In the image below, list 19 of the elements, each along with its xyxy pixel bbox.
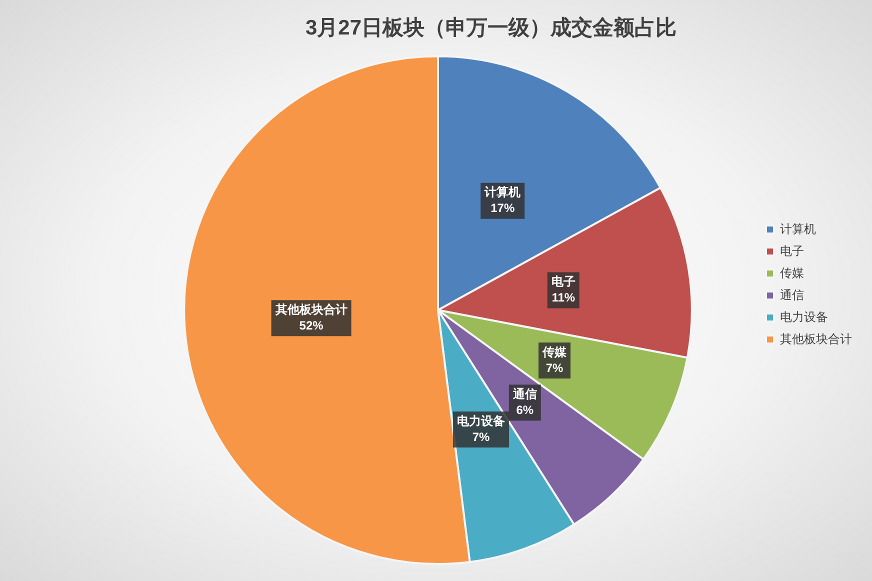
legend-label: 传媒	[780, 266, 804, 280]
legend-label: 电力设备	[780, 310, 828, 324]
slice-label: 通信	[512, 386, 537, 401]
legend-label: 其他板块合计	[780, 332, 852, 346]
data-label: 6%	[516, 402, 534, 417]
slice-label: 电子	[551, 274, 576, 289]
slice-label: 其他板块合计	[274, 302, 348, 316]
legend-label: 计算机	[780, 222, 816, 236]
slice-label: 电力设备	[457, 414, 506, 428]
data-label: 11%	[552, 290, 576, 305]
legend-label: 电子	[780, 244, 804, 258]
data-label: 7%	[472, 430, 490, 444]
slice-label: 传媒	[542, 344, 568, 359]
legend-label: 通信	[780, 288, 804, 302]
data-label: 17%	[490, 201, 515, 216]
slice-label: 计算机	[484, 185, 521, 200]
data-label: 7%	[546, 360, 564, 375]
data-label: 52%	[299, 318, 324, 332]
chart-title: 3月27日板块（申万一级）成交金额占比	[305, 15, 677, 40]
